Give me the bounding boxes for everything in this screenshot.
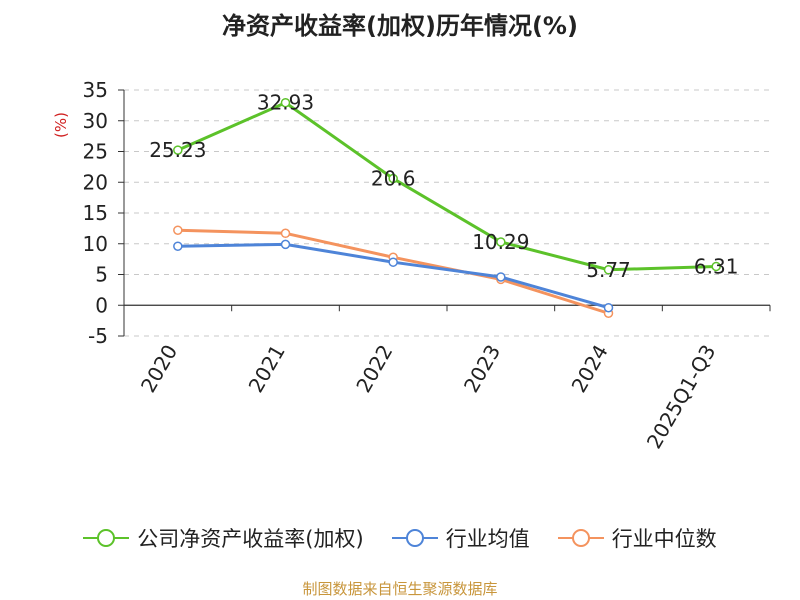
data-point <box>173 241 183 251</box>
y-axis-label: (%) <box>52 112 70 138</box>
source-note: 制图数据来自恒生聚源数据库 <box>302 580 498 598</box>
x-tick-label: 2025Q1-Q3 <box>642 341 721 453</box>
x-tick-label: 2020 <box>136 341 182 397</box>
y-tick-label: 0 <box>95 293 108 317</box>
legend-item-company-roe[interactable]: 公司净资产收益率(加权) <box>83 523 364 553</box>
legend-line-marker-icon <box>557 529 604 547</box>
line-chart: 35 30 25 20 15 10 5 0 -5 2020 2021 2022 2023 2024 2025… <box>52 78 771 453</box>
legend-label: 公司净资产收益率(加权) <box>137 527 364 551</box>
grid-lines <box>124 89 770 337</box>
legend-line-marker-icon <box>391 529 438 547</box>
series-line-2 <box>177 228 609 315</box>
data-point <box>388 257 398 267</box>
legend-item-industry-average[interactable]: 行业均值 <box>391 523 530 553</box>
data-point <box>496 272 506 282</box>
legend-item-industry-median[interactable]: 行业中位数 <box>557 523 717 553</box>
data-point <box>603 265 614 275</box>
x-tick-label: 2021 <box>244 341 290 397</box>
legend-label: 行业中位数 <box>611 527 717 551</box>
data-label: 5.77 <box>586 258 631 282</box>
y-tick-label: 15 <box>83 201 108 225</box>
legend-line-marker-icon <box>83 529 130 547</box>
y-tick-label: -5 <box>88 324 108 348</box>
y-tick-label: 25 <box>83 140 108 164</box>
data-labels: 25.23 32.93 20.6 10.29 5.77 6.31 <box>149 91 738 282</box>
y-tick-label: 5 <box>95 263 108 287</box>
data-point <box>280 239 291 250</box>
data-label: 10.29 <box>472 230 529 254</box>
data-point <box>603 302 614 313</box>
data-label: 32.93 <box>257 91 314 115</box>
y-tick-label: 30 <box>83 109 108 133</box>
x-tick-label: 2024 <box>567 341 613 397</box>
data-point <box>280 97 291 108</box>
legend-label: 行业均值 <box>445 527 530 551</box>
y-tick-label: 10 <box>83 232 108 256</box>
data-point <box>173 225 183 235</box>
x-tick-label: 2023 <box>459 341 505 397</box>
data-point <box>280 228 291 239</box>
chart-title: 净资产收益率(加权)历年情况(%) <box>222 12 578 40</box>
series-line-0 <box>177 101 717 272</box>
data-point <box>388 173 398 184</box>
legend: 公司净资产收益率(加权) 行业均值 行业中位数 <box>0 518 800 558</box>
y-tick-label: 20 <box>83 170 108 194</box>
data-label: 20.6 <box>371 167 416 191</box>
data-label: 6.31 <box>694 254 739 278</box>
series <box>173 97 721 318</box>
y-tick-label: 35 <box>83 78 108 102</box>
data-point <box>496 237 506 247</box>
data-label: 25.23 <box>149 138 206 162</box>
data-point <box>711 261 721 272</box>
x-tick-label: 2022 <box>351 341 397 397</box>
data-point <box>173 145 183 155</box>
